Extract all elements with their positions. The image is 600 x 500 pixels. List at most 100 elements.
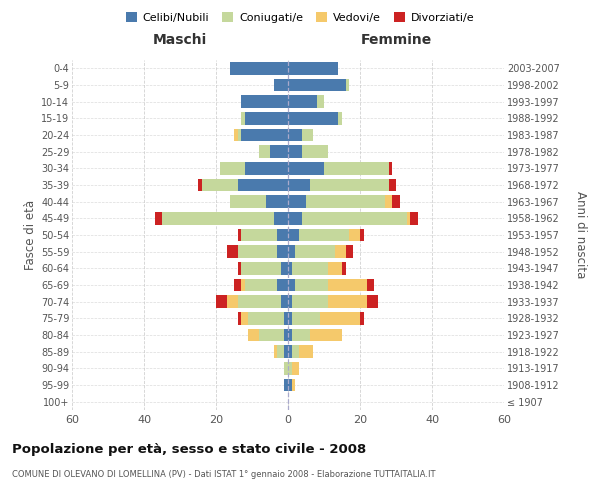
Bar [238,129,241,141]
Bar [245,162,288,174]
Bar [292,379,295,391]
Bar [295,279,328,291]
Bar [288,312,292,324]
Bar [288,329,292,341]
Bar [328,279,367,291]
Text: Popolazione per età, sesso e stato civile - 2008: Popolazione per età, sesso e stato civil… [12,442,366,456]
Bar [230,196,266,208]
Bar [288,379,292,391]
Bar [335,246,346,258]
Bar [245,112,288,124]
Bar [277,279,288,291]
Bar [284,379,288,391]
Bar [245,279,277,291]
Bar [227,246,238,258]
Bar [202,179,238,192]
Y-axis label: Fasce di età: Fasce di età [23,200,37,270]
Bar [274,346,277,358]
Bar [241,112,245,124]
Bar [241,129,288,141]
Bar [295,246,335,258]
Bar [320,312,360,324]
Bar [155,212,162,224]
Bar [302,129,313,141]
Bar [198,179,202,192]
Bar [270,146,288,158]
Bar [266,196,288,208]
Bar [299,229,349,241]
Bar [410,212,418,224]
Bar [292,296,328,308]
Bar [317,96,324,108]
Bar [241,229,277,241]
Bar [220,162,245,174]
Bar [288,79,346,92]
Bar [288,129,302,141]
Bar [248,312,284,324]
Text: Femmine: Femmine [361,32,431,46]
Bar [288,362,292,374]
Text: Maschi: Maschi [153,32,207,46]
Bar [292,262,328,274]
Bar [238,246,277,258]
Bar [288,262,292,274]
Bar [328,262,342,274]
Bar [277,229,288,241]
Legend: Celibi/Nubili, Coniugati/e, Vedovi/e, Divorziati/e: Celibi/Nubili, Coniugati/e, Vedovi/e, Di… [121,8,479,28]
Bar [288,62,338,74]
Bar [274,79,288,92]
Bar [241,279,245,291]
Bar [338,112,342,124]
Bar [288,146,302,158]
Bar [407,212,410,224]
Bar [216,296,227,308]
Bar [302,146,328,158]
Bar [288,229,299,241]
Bar [248,329,259,341]
Bar [238,179,288,192]
Bar [346,79,349,92]
Bar [367,279,374,291]
Bar [385,196,392,208]
Bar [234,129,238,141]
Bar [284,346,288,358]
Bar [292,346,299,358]
Bar [238,229,241,241]
Bar [288,212,302,224]
Bar [342,262,346,274]
Bar [288,246,295,258]
Bar [299,346,313,358]
Bar [274,212,288,224]
Bar [284,362,288,374]
Bar [238,312,241,324]
Bar [360,312,364,324]
Bar [241,262,281,274]
Bar [292,329,310,341]
Bar [392,196,400,208]
Bar [241,96,288,108]
Y-axis label: Anni di nascita: Anni di nascita [574,192,587,278]
Bar [241,312,248,324]
Bar [238,296,281,308]
Bar [284,329,288,341]
Bar [310,329,342,341]
Bar [227,296,238,308]
Bar [288,196,306,208]
Bar [367,296,378,308]
Bar [234,279,241,291]
Bar [302,212,407,224]
Bar [360,229,364,241]
Bar [349,229,360,241]
Bar [306,196,385,208]
Bar [238,262,241,274]
Bar [288,112,338,124]
Bar [288,96,317,108]
Bar [288,179,310,192]
Bar [288,162,324,174]
Text: COMUNE DI OLEVANO DI LOMELLINA (PV) - Dati ISTAT 1° gennaio 2008 - Elaborazione : COMUNE DI OLEVANO DI LOMELLINA (PV) - Da… [12,470,436,479]
Bar [284,312,288,324]
Bar [292,312,320,324]
Bar [328,296,367,308]
Bar [389,179,396,192]
Bar [346,246,353,258]
